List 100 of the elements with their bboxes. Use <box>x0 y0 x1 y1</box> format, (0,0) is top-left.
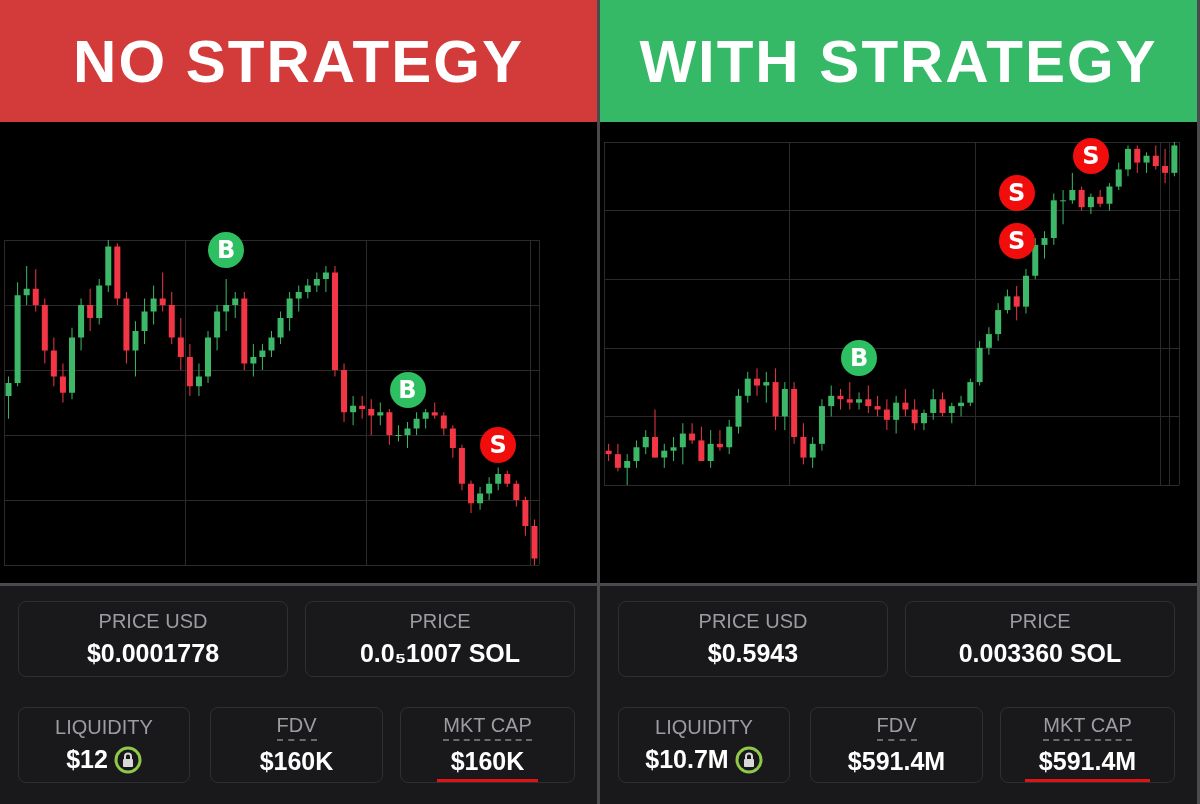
candlestick <box>856 391 863 411</box>
candlestick <box>87 288 94 332</box>
candlestick <box>32 268 39 312</box>
text: $160K <box>450 747 525 776</box>
candlestick <box>449 424 456 459</box>
candlestick <box>800 422 807 465</box>
candlestick <box>422 408 429 429</box>
text: $591.4M <box>1038 747 1137 776</box>
candlestick <box>1060 189 1067 225</box>
candlestick <box>1041 230 1048 260</box>
chart-title: WITH STRATEGY <box>600 0 1197 122</box>
text: 0.0₅1007 SOL <box>359 639 521 668</box>
candlestick <box>865 385 872 414</box>
candlestick <box>304 278 311 299</box>
candlestick <box>920 409 927 431</box>
text: PRICE <box>409 610 471 633</box>
text: $0.5943 <box>707 639 799 668</box>
text: MKT CAP <box>443 714 532 741</box>
candlestick <box>350 395 357 426</box>
candlestick <box>1013 285 1020 321</box>
candlestick <box>624 453 631 486</box>
text: LIQUIDITY <box>655 716 753 739</box>
candlestick <box>368 398 375 436</box>
candlestick <box>652 409 659 459</box>
text: $591.4M <box>847 747 946 776</box>
candlestick <box>939 391 946 417</box>
candlestick <box>440 411 447 436</box>
candlestick <box>1106 182 1113 212</box>
candlestick <box>159 272 166 312</box>
candlestick <box>967 378 974 407</box>
candlestick <box>707 429 714 469</box>
candlestick <box>754 367 761 397</box>
candlestick <box>883 398 890 431</box>
text: LIQUIDITY <box>55 716 153 739</box>
text: $10.7M <box>645 745 729 774</box>
candlestick <box>322 265 329 293</box>
candlestick <box>413 411 420 436</box>
candlestick <box>902 388 909 417</box>
candlestick <box>1134 144 1141 174</box>
candlestick <box>232 291 239 319</box>
candlestick <box>377 402 384 426</box>
candlestick <box>679 422 686 465</box>
candlestick <box>395 424 402 442</box>
candlestick <box>486 476 493 501</box>
candlestick <box>477 486 484 511</box>
candlestick <box>911 398 918 431</box>
candlestick <box>467 480 474 514</box>
candlestick <box>874 395 881 417</box>
candlestick <box>809 436 816 469</box>
candlestick <box>223 278 230 332</box>
candlestick <box>1078 186 1085 212</box>
candlestick <box>670 436 677 462</box>
text: $0.0001778 <box>86 639 220 668</box>
candlestick <box>404 421 411 449</box>
candlestick <box>150 285 157 325</box>
candlestick <box>642 429 649 455</box>
candlestick <box>633 439 640 469</box>
candlestick <box>59 363 66 403</box>
candlestick <box>23 265 30 306</box>
candlestick <box>763 371 770 404</box>
candlestick <box>948 402 955 424</box>
candlestick <box>1115 162 1122 191</box>
candlestick <box>313 272 320 293</box>
candlestick <box>661 443 668 469</box>
candlestick <box>1162 148 1169 184</box>
candlestick <box>930 388 937 421</box>
candlestick <box>295 285 302 312</box>
candlestick <box>1152 144 1159 170</box>
candlestick <box>1069 172 1076 205</box>
text: FDV <box>876 714 917 741</box>
candlestick <box>286 291 293 332</box>
chart-title: NO STRATEGY <box>0 0 597 122</box>
candlestick <box>268 330 275 358</box>
candlestick <box>259 343 266 371</box>
candlestick <box>744 371 751 404</box>
candlestick <box>828 385 835 417</box>
candlestick <box>250 343 257 377</box>
candlestick <box>177 317 184 371</box>
text: MKT CAP <box>1043 714 1132 741</box>
candlestick <box>614 443 621 472</box>
text: 0.003360 SOL <box>958 639 1122 668</box>
text: $12 <box>66 745 108 774</box>
text: FDV <box>276 714 317 741</box>
candlestick <box>1087 192 1094 215</box>
candlestick <box>726 419 733 455</box>
candlestick <box>985 326 992 356</box>
candlestick <box>893 395 900 435</box>
candlestick <box>1004 288 1011 314</box>
candlestick <box>277 311 284 345</box>
candlestick <box>1143 151 1150 174</box>
candlestick <box>132 320 139 377</box>
text: PRICE USD <box>98 610 208 633</box>
candlestick <box>386 408 393 446</box>
candlestick <box>495 467 502 491</box>
text: $160K <box>259 747 334 776</box>
candlestick <box>5 376 12 420</box>
candlestick <box>1124 144 1131 177</box>
candlestick <box>513 480 520 507</box>
text: PRICE USD <box>698 610 808 633</box>
candlestick <box>359 395 366 420</box>
